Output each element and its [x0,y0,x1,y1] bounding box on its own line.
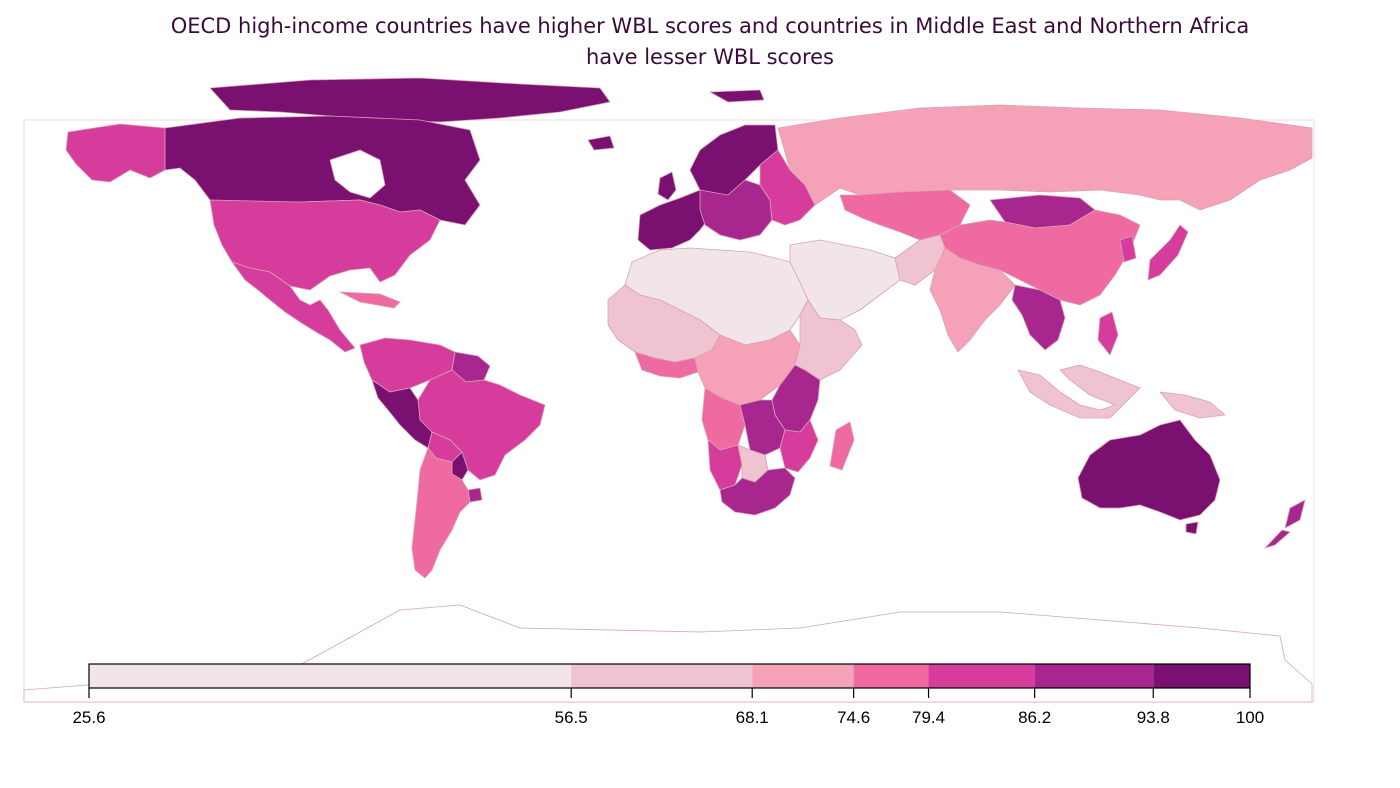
region-caribbean [339,291,401,309]
map-title-line-1: OECD high-income countries have higher W… [171,14,1250,38]
region-alaska [65,123,166,183]
legend-frame [88,663,1251,689]
region-russia [777,104,1313,211]
legend-tick-label: 25.6 [72,708,105,727]
legend-tick-label: 56.5 [555,708,588,727]
legend-tick-label: 100 [1236,708,1264,727]
legend-tick-label: 68.1 [736,708,769,727]
region-namibia [707,439,743,491]
legend-tick-label: 74.6 [837,708,870,727]
region-south-africa [719,467,796,516]
region-iceland [587,135,615,151]
map-title-line-2: have lesser WBL scores [586,45,834,69]
legend-swatch [571,664,753,688]
hudson-bay [329,149,386,199]
region-mexico-central-america [231,261,356,353]
region-southeast-asia [1011,284,1066,351]
region-arctic-islands-2 [709,89,765,103]
legend-swatch [1034,664,1154,688]
legend-tick-label: 86.2 [1018,708,1051,727]
region-eastern-europe [759,149,816,226]
region-uk [657,171,677,201]
legend-tick-label: 79.4 [912,708,945,727]
map-regions [23,77,1313,703]
region-madagascar [829,421,855,471]
region-south-asia [929,247,1016,353]
legend-swatch [928,664,1035,688]
region-horn-of-africa [794,299,863,381]
legend-swatch [89,664,572,688]
legend-ticks: 25.6 56.5 68.1 74.6 79.4 86.2 93.8 100 [72,688,1264,727]
region-tasmania [1185,521,1199,535]
region-argentina-chile [411,447,471,579]
region-arctic-islands [209,77,611,123]
region-australia [1077,419,1221,521]
region-papua-new-guinea [1159,391,1226,419]
legend-color-bar [88,663,1251,689]
region-uruguay [467,487,483,503]
region-indonesia-malaysia [1017,364,1141,419]
legend-swatch [853,664,929,688]
legend-swatch [1153,664,1250,688]
region-mozambique [779,419,819,473]
legend-swatch [752,664,854,688]
region-new-zealand [1264,499,1306,549]
region-central-europe [699,179,773,241]
region-philippines [1097,311,1119,356]
region-korea-japan [1119,224,1189,281]
legend-tick-label: 93.8 [1137,708,1170,727]
